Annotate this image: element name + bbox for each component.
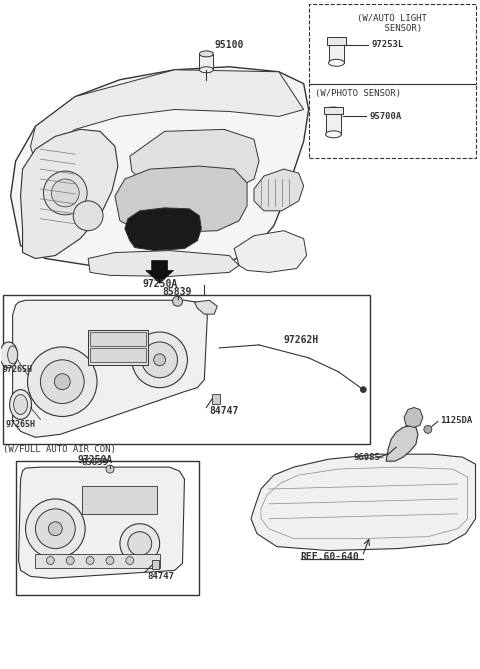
Ellipse shape xyxy=(325,107,341,114)
Polygon shape xyxy=(125,208,201,251)
Circle shape xyxy=(51,179,79,207)
Circle shape xyxy=(40,360,84,403)
Ellipse shape xyxy=(0,342,18,368)
Bar xyxy=(90,348,146,362)
Polygon shape xyxy=(31,70,304,163)
Bar xyxy=(325,110,341,134)
Circle shape xyxy=(25,499,85,559)
Circle shape xyxy=(54,374,70,389)
Bar xyxy=(36,553,160,569)
Polygon shape xyxy=(234,231,307,272)
Text: 97253L: 97253L xyxy=(371,40,404,50)
Circle shape xyxy=(132,332,188,387)
Bar xyxy=(328,41,345,63)
Bar xyxy=(309,4,476,84)
Circle shape xyxy=(27,347,97,417)
Circle shape xyxy=(360,387,366,393)
Polygon shape xyxy=(254,169,304,211)
Bar xyxy=(90,332,146,346)
Text: REF.60-640: REF.60-640 xyxy=(300,551,360,561)
Circle shape xyxy=(86,557,94,565)
Text: 97262H: 97262H xyxy=(284,335,319,345)
Text: (W/FULL AUTO AIR CON): (W/FULL AUTO AIR CON) xyxy=(3,445,116,454)
Text: 84747: 84747 xyxy=(148,572,175,581)
Circle shape xyxy=(106,557,114,565)
Ellipse shape xyxy=(10,389,32,419)
Text: (W/AUTO LIGHT: (W/AUTO LIGHT xyxy=(357,13,427,23)
Ellipse shape xyxy=(8,346,18,364)
Circle shape xyxy=(128,532,152,555)
Circle shape xyxy=(126,557,134,565)
Polygon shape xyxy=(404,407,423,427)
Text: 96985: 96985 xyxy=(353,453,380,462)
Polygon shape xyxy=(194,300,217,314)
Text: 95100: 95100 xyxy=(214,40,244,50)
Circle shape xyxy=(106,465,114,473)
Bar xyxy=(326,37,347,45)
Polygon shape xyxy=(146,260,174,284)
Bar xyxy=(152,561,159,569)
Bar xyxy=(309,84,476,158)
Circle shape xyxy=(424,425,432,434)
Text: 85839: 85839 xyxy=(82,458,108,467)
Circle shape xyxy=(43,171,87,215)
Polygon shape xyxy=(251,454,476,551)
Circle shape xyxy=(120,524,160,563)
Circle shape xyxy=(172,296,182,306)
Text: 97265H: 97265H xyxy=(3,365,33,374)
Bar xyxy=(324,106,343,114)
Text: 95700A: 95700A xyxy=(369,112,401,121)
Polygon shape xyxy=(19,467,184,579)
Ellipse shape xyxy=(325,131,341,138)
Text: (W/PHOTO SENSOR): (W/PHOTO SENSOR) xyxy=(314,89,401,98)
Text: 1125DA: 1125DA xyxy=(440,416,472,425)
Circle shape xyxy=(73,201,103,231)
Text: 85839: 85839 xyxy=(163,287,192,297)
Polygon shape xyxy=(130,129,259,193)
Ellipse shape xyxy=(328,37,345,44)
Polygon shape xyxy=(11,67,309,270)
Ellipse shape xyxy=(199,51,213,57)
Text: SENSOR): SENSOR) xyxy=(362,23,421,33)
Polygon shape xyxy=(88,251,239,276)
Text: 97250A: 97250A xyxy=(142,280,177,289)
Bar xyxy=(212,393,220,403)
Bar xyxy=(15,461,199,595)
Bar xyxy=(199,54,213,70)
Ellipse shape xyxy=(199,67,213,73)
Text: 97250A: 97250A xyxy=(77,455,113,465)
Bar xyxy=(82,486,156,514)
Polygon shape xyxy=(115,166,247,233)
Circle shape xyxy=(48,522,62,536)
Text: 84747: 84747 xyxy=(209,407,239,417)
Text: 97265H: 97265H xyxy=(6,420,36,429)
Circle shape xyxy=(36,509,75,549)
Polygon shape xyxy=(12,300,207,438)
Ellipse shape xyxy=(13,395,27,415)
Circle shape xyxy=(154,354,166,366)
Circle shape xyxy=(47,557,54,565)
Ellipse shape xyxy=(328,60,345,66)
Circle shape xyxy=(142,342,178,378)
Bar xyxy=(3,295,370,444)
Polygon shape xyxy=(386,425,418,461)
Circle shape xyxy=(66,557,74,565)
Polygon shape xyxy=(21,129,118,258)
Bar xyxy=(88,330,148,365)
